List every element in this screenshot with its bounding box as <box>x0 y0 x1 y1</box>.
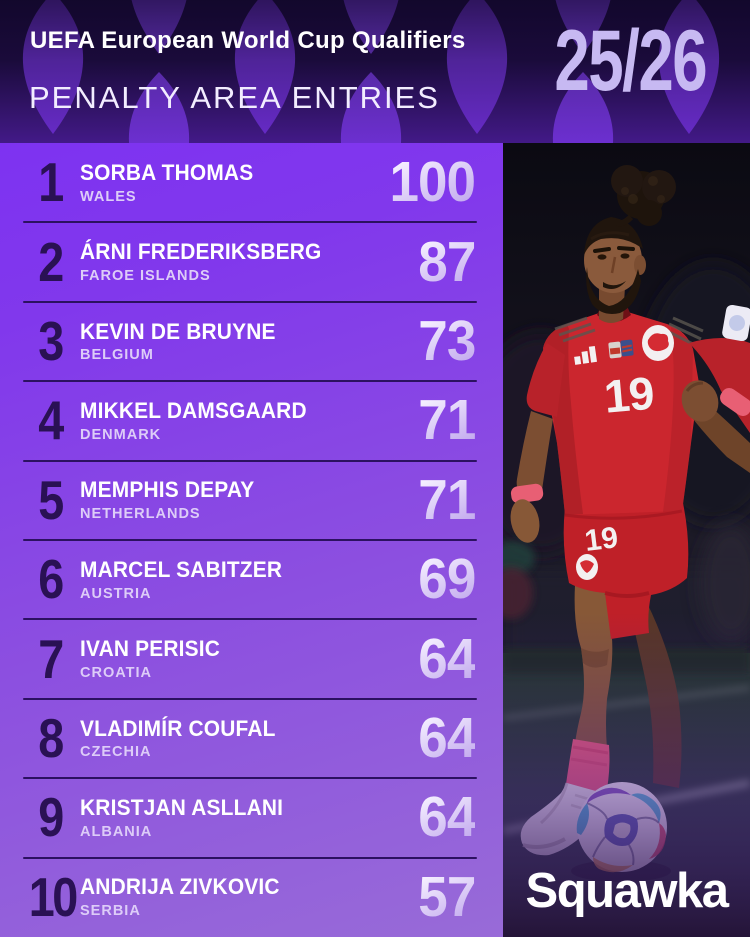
right-forearm <box>693 405 750 473</box>
row-divider <box>23 856 477 859</box>
player-name: MEMPHIS DEPAY <box>80 477 255 503</box>
shorts-number: 19 <box>583 521 620 558</box>
shorts <box>563 503 689 639</box>
list-item: 5 MEMPHIS DEPAY NETHERLANDS 71 <box>0 461 503 542</box>
entries-value: 64 <box>417 785 476 850</box>
entries-value: 69 <box>417 547 476 612</box>
player-country: CZECHIA <box>80 743 152 761</box>
player-block: ÁRNI FREDERIKSBERG FAROE ISLANDS <box>80 240 334 284</box>
player-country: ALBANIA <box>80 822 153 840</box>
list-item: 10 ANDRIJA ZIVKOVIC SERBIA 57 <box>0 858 503 937</box>
player-block: MEMPHIS DEPAY NETHERLANDS <box>80 478 264 522</box>
row-divider <box>23 697 477 700</box>
player-country: WALES <box>80 187 137 205</box>
player-photo: 19 <box>503 143 750 937</box>
entries-value: 73 <box>417 309 476 374</box>
rank-number: 2 <box>38 230 64 293</box>
row-divider <box>23 539 477 542</box>
list-item: 9 KRISTJAN ASLLANI ALBANIA 64 <box>0 778 503 859</box>
list-item: 2 ÁRNI FREDERIKSBERG FAROE ISLANDS 87 <box>0 222 503 303</box>
head <box>584 227 642 293</box>
entries-value: 100 <box>389 150 476 215</box>
player-country: FAROE ISLANDS <box>80 266 211 284</box>
player-country: CROATIA <box>80 664 152 682</box>
hosts-flags-patch <box>608 339 634 359</box>
player-country: DENMARK <box>80 425 162 443</box>
row-divider <box>23 300 477 303</box>
player-name: IVAN PERISIC <box>80 636 221 662</box>
rank-number: 3 <box>38 310 64 373</box>
entries-value: 71 <box>417 388 476 453</box>
season-badge: 25/26 <box>554 13 707 109</box>
player-block: SORBA THOMAS WALES <box>80 161 262 205</box>
entries-value: 64 <box>417 706 476 771</box>
player-block: MIKKEL DAMSGAARD DENMARK <box>80 399 319 443</box>
player-block: IVAN PERISIC CROATIA <box>80 637 227 681</box>
ranking-list: 1 SORBA THOMAS WALES 100 2 ÁRNI FREDERIK… <box>0 143 503 937</box>
beard <box>586 267 641 314</box>
page-title: PENALTY AREA ENTRIES <box>29 80 440 115</box>
rank-number: 10 <box>28 865 78 928</box>
player-block: MARCEL SABITZER AUSTRIA <box>80 558 293 602</box>
list-item: 4 MIKKEL DAMSGAARD DENMARK 71 <box>0 381 503 462</box>
row-divider <box>23 777 477 780</box>
hair-bun <box>611 165 676 227</box>
player-country: NETHERLANDS <box>80 505 201 523</box>
player-block: KRISTJAN ASLLANI ALBANIA <box>80 796 294 840</box>
player-name: KEVIN DE BRUYNE <box>80 318 276 344</box>
rank-number: 4 <box>38 389 64 452</box>
right-wristband <box>720 388 750 416</box>
list-item: 8 VLADIMÍR COUFAL CZECHIA 64 <box>0 699 503 780</box>
player-country: AUSTRIA <box>80 584 152 602</box>
rank-number: 8 <box>38 707 64 770</box>
wales-crest <box>642 325 674 361</box>
jersey-number: 19 <box>602 367 656 423</box>
entries-value: 64 <box>417 626 476 691</box>
adidas-logo <box>574 345 598 365</box>
row-divider <box>23 459 477 462</box>
left-hand <box>510 499 540 543</box>
entries-value: 87 <box>417 229 476 294</box>
entries-value: 57 <box>417 864 476 929</box>
squawka-logo: Squawka <box>525 864 729 918</box>
player-name: MIKKEL DAMSGAARD <box>80 398 307 424</box>
rank-number: 6 <box>38 548 64 611</box>
list-item: 7 IVAN PERISIC CROATIA 64 <box>0 619 503 700</box>
row-divider <box>23 221 477 224</box>
rank-number: 9 <box>38 786 64 849</box>
list-item: 1 SORBA THOMAS WALES 100 <box>0 143 503 224</box>
rank-number: 7 <box>38 627 64 690</box>
left-wristband <box>510 483 544 504</box>
player-name: MARCEL SABITZER <box>80 556 283 582</box>
player-country: SERBIA <box>80 902 141 920</box>
row-divider <box>23 380 477 383</box>
player-name: ÁRNI FREDERIKSBERG <box>80 239 322 265</box>
entries-value: 71 <box>417 467 476 532</box>
player-block: VLADIMÍR COUFAL CZECHIA <box>80 715 286 761</box>
player-block: KEVIN DE BRUYNE BELGIUM <box>80 318 286 364</box>
rank-number: 1 <box>38 151 64 214</box>
right-fist <box>681 380 719 422</box>
rank-number: 5 <box>38 468 64 531</box>
list-item: 6 MARCEL SABITZER AUSTRIA 69 <box>0 540 503 621</box>
player-country: BELGIUM <box>80 346 154 364</box>
left-arm <box>516 411 553 497</box>
player-photo-illustration: 19 <box>503 143 750 937</box>
purple-overlay <box>503 613 750 937</box>
player-name: KRISTJAN ASLLANI <box>80 795 284 821</box>
row-divider <box>23 618 477 621</box>
player-block: ANDRIJA ZIVKOVIC SERBIA <box>80 875 290 919</box>
jersey <box>543 309 699 515</box>
list-item: 3 KEVIN DE BRUYNE BELGIUM 73 <box>0 302 503 383</box>
hair-top <box>584 217 643 255</box>
competition-label: UEFA European World Cup Qualifiers <box>30 27 466 54</box>
player-name: VLADIMÍR COUFAL <box>80 715 276 741</box>
header: UEFA European World Cup Qualifiers PENAL… <box>0 0 750 143</box>
header-gradient-overlay <box>0 0 750 143</box>
left-sleeve <box>526 343 565 417</box>
player-name: SORBA THOMAS <box>80 159 254 185</box>
player-name: ANDRIJA ZIVKOVIC <box>80 874 280 900</box>
